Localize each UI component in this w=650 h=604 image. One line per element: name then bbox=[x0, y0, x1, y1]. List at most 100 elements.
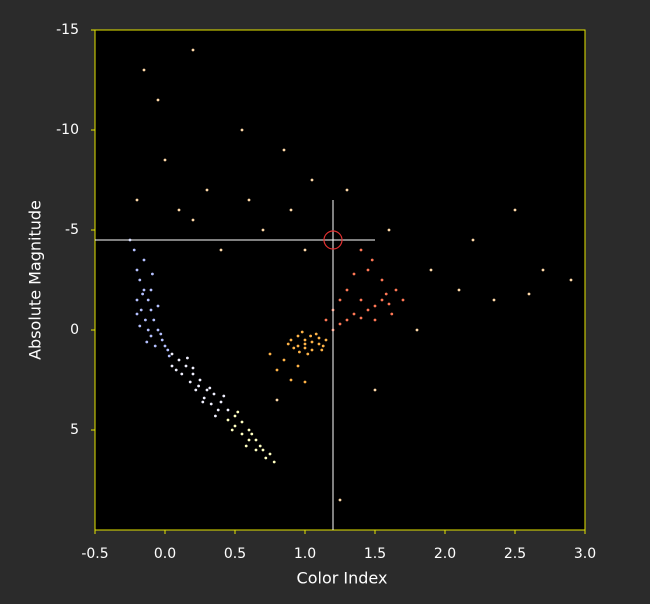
star-point bbox=[138, 324, 142, 328]
x-tick-label: -0.5 bbox=[81, 546, 108, 562]
star-point bbox=[338, 322, 342, 326]
y-tick-label: 0 bbox=[70, 322, 79, 338]
star-point bbox=[261, 448, 265, 452]
star-point bbox=[145, 340, 149, 344]
star-point bbox=[230, 428, 234, 432]
star-point bbox=[268, 352, 272, 356]
star-point bbox=[373, 304, 377, 308]
star-point bbox=[321, 344, 325, 348]
star-point bbox=[366, 268, 370, 272]
star-point bbox=[296, 344, 300, 348]
star-point bbox=[261, 228, 265, 232]
star-point bbox=[303, 342, 307, 346]
star-point bbox=[303, 346, 307, 350]
star-point bbox=[205, 388, 209, 392]
star-point bbox=[153, 344, 157, 348]
star-point bbox=[352, 312, 356, 316]
x-tick-label: 0.0 bbox=[154, 546, 176, 562]
star-point bbox=[457, 288, 461, 292]
star-point bbox=[240, 128, 244, 132]
star-point bbox=[226, 418, 230, 422]
x-tick-label: 2.0 bbox=[434, 546, 456, 562]
star-point bbox=[338, 298, 342, 302]
star-point bbox=[191, 366, 195, 370]
star-point bbox=[209, 402, 213, 406]
star-point bbox=[380, 298, 384, 302]
star-point bbox=[320, 348, 324, 352]
star-point bbox=[394, 288, 398, 292]
star-point bbox=[205, 188, 209, 192]
star-point bbox=[191, 48, 195, 52]
star-point bbox=[139, 308, 143, 312]
star-point bbox=[188, 380, 192, 384]
star-point bbox=[317, 336, 321, 340]
star-point bbox=[212, 392, 216, 396]
star-point bbox=[345, 318, 349, 322]
star-point bbox=[254, 448, 258, 452]
x-tick-label: 3.0 bbox=[574, 546, 596, 562]
star-point bbox=[275, 398, 279, 402]
star-point bbox=[359, 248, 363, 252]
star-point bbox=[296, 334, 300, 338]
star-point bbox=[387, 302, 391, 306]
star-point bbox=[233, 424, 237, 428]
star-point bbox=[247, 428, 251, 432]
star-point bbox=[303, 248, 307, 252]
star-point bbox=[177, 358, 181, 362]
star-point bbox=[250, 432, 254, 436]
star-point bbox=[222, 394, 226, 398]
star-point bbox=[132, 248, 136, 252]
y-tick-label: -10 bbox=[56, 122, 79, 138]
star-point bbox=[144, 318, 147, 322]
star-point bbox=[135, 198, 139, 202]
star-point bbox=[380, 278, 384, 282]
star-point bbox=[415, 328, 419, 332]
star-point bbox=[258, 444, 262, 448]
star-point bbox=[492, 298, 496, 302]
star-point bbox=[310, 348, 314, 352]
star-point bbox=[296, 364, 300, 368]
star-point bbox=[240, 420, 244, 424]
star-point bbox=[170, 364, 174, 368]
star-point bbox=[303, 338, 307, 342]
star-point bbox=[300, 330, 304, 334]
star-point bbox=[275, 368, 279, 372]
star-point bbox=[149, 308, 153, 312]
x-tick-label: 2.5 bbox=[504, 546, 526, 562]
x-tick-label: 0.5 bbox=[224, 546, 246, 562]
star-point bbox=[268, 452, 272, 456]
star-point bbox=[159, 332, 163, 336]
star-point bbox=[219, 248, 223, 252]
star-point bbox=[272, 460, 276, 464]
star-point bbox=[569, 278, 573, 282]
star-point bbox=[429, 268, 433, 272]
star-point bbox=[387, 228, 391, 232]
star-point bbox=[384, 292, 388, 296]
star-point bbox=[345, 188, 349, 192]
star-point bbox=[170, 352, 174, 356]
star-point bbox=[152, 318, 156, 322]
star-point bbox=[156, 304, 160, 308]
star-point bbox=[142, 258, 146, 262]
y-tick-label: -15 bbox=[56, 22, 79, 38]
star-point bbox=[194, 388, 198, 392]
star-point bbox=[191, 218, 195, 222]
star-point bbox=[142, 288, 146, 292]
star-point bbox=[156, 98, 160, 102]
star-point bbox=[324, 338, 328, 342]
star-point bbox=[244, 444, 248, 448]
y-tick-label: 5 bbox=[70, 422, 79, 438]
star-point bbox=[303, 380, 307, 384]
star-point bbox=[390, 312, 394, 316]
star-point bbox=[309, 334, 312, 338]
x-axis-label: Color Index bbox=[297, 569, 388, 588]
star-point bbox=[310, 178, 314, 182]
star-point bbox=[146, 298, 150, 302]
star-point bbox=[310, 340, 314, 344]
star-point bbox=[373, 388, 377, 392]
star-point bbox=[240, 432, 244, 436]
x-tick-label: 1.5 bbox=[364, 546, 386, 562]
star-point bbox=[138, 278, 142, 282]
star-point bbox=[286, 342, 290, 346]
star-point bbox=[254, 438, 258, 442]
